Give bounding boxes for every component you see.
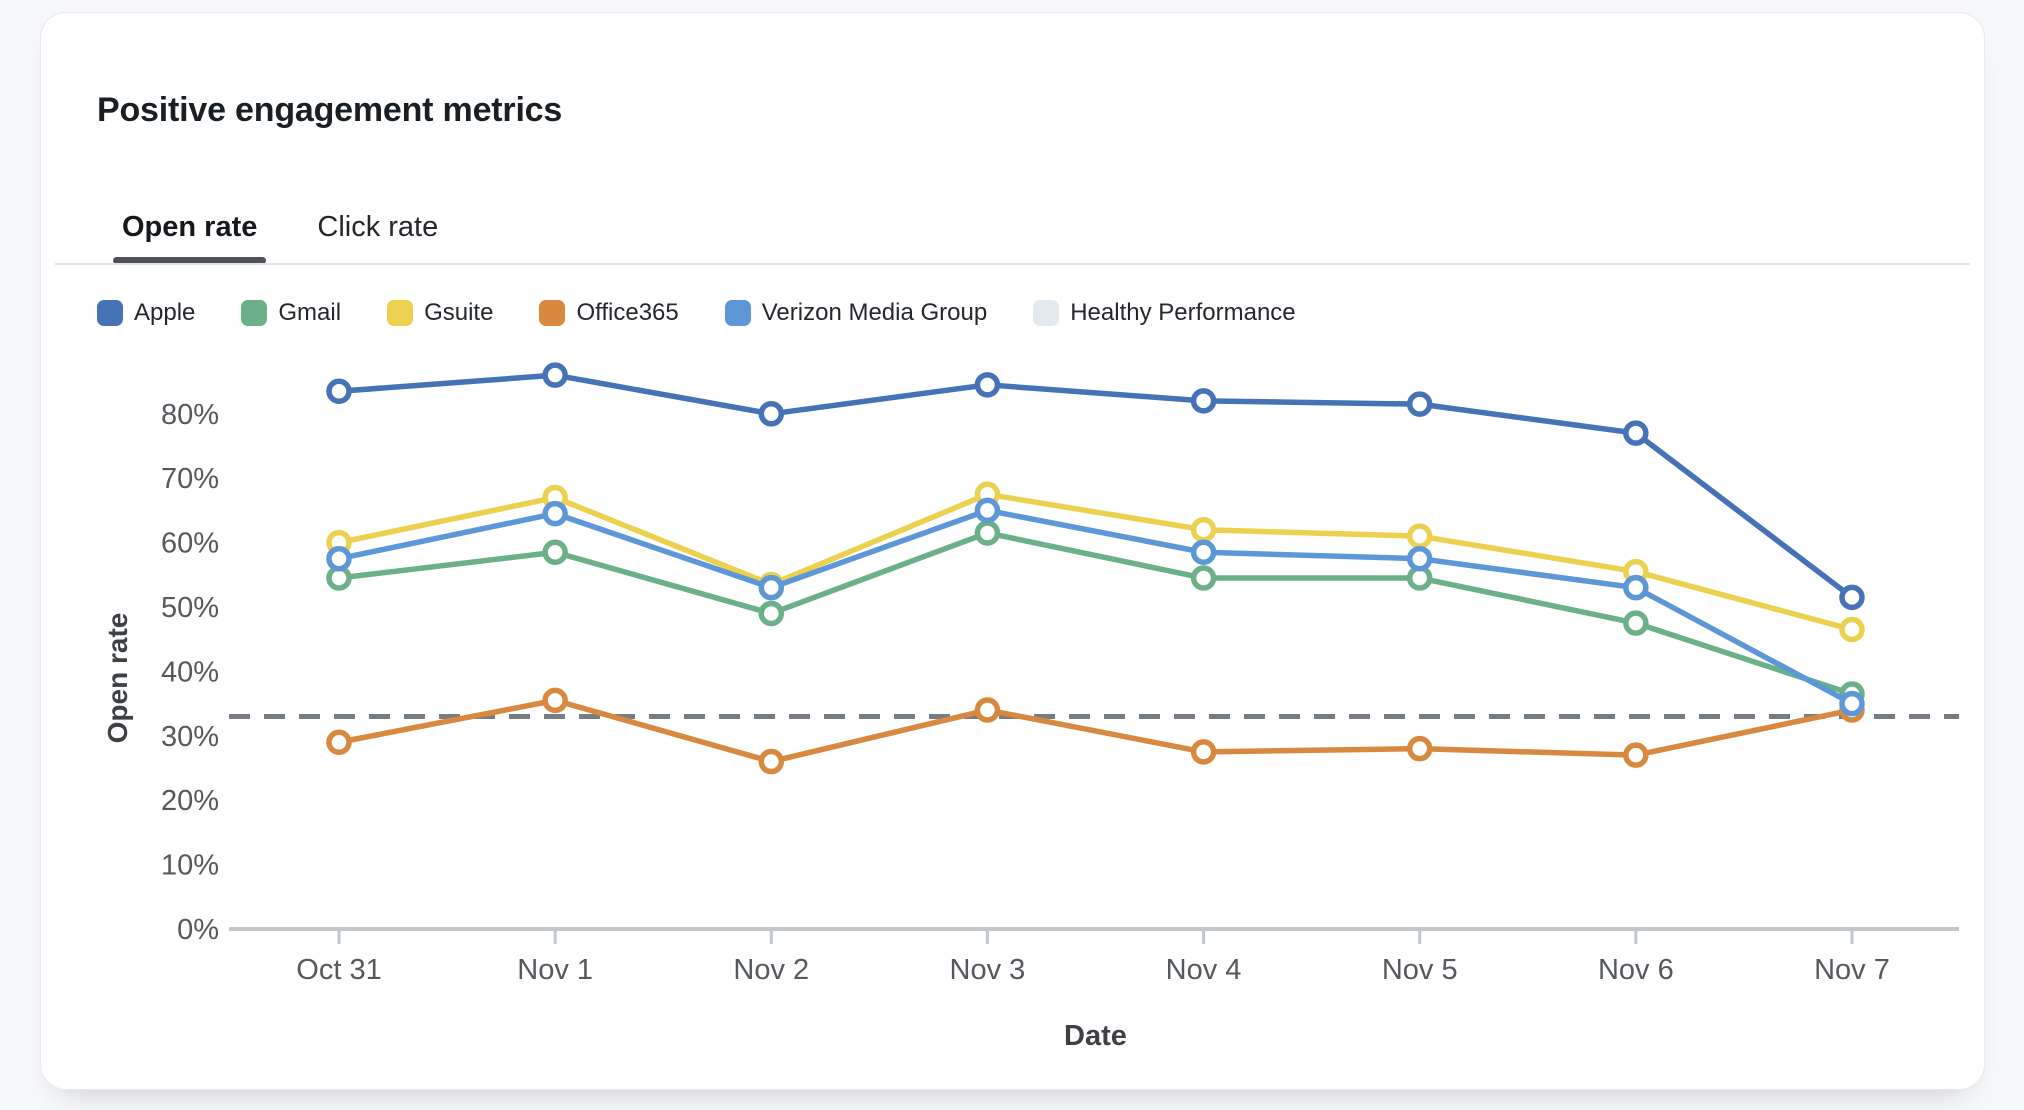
legend-swatch-icon bbox=[387, 300, 414, 326]
data-point-gmail-nov-3[interactable] bbox=[974, 520, 1001, 546]
series-line-apple bbox=[336, 372, 1855, 601]
legend-swatch-icon bbox=[1033, 300, 1060, 326]
data-point-verizon-media-group-nov-4[interactable] bbox=[1190, 539, 1217, 566]
data-point-verizon-media-group-nov-5[interactable] bbox=[1406, 545, 1433, 572]
page-title: Positive engagement metrics bbox=[97, 91, 563, 129]
legend-item-healthy-performance[interactable]: Healthy Performance bbox=[1033, 299, 1296, 327]
series-line-gmail bbox=[336, 530, 1855, 697]
data-point-office365-nov-1[interactable] bbox=[542, 687, 568, 714]
y-tick-label: 40% bbox=[161, 656, 219, 688]
y-tick-label: 10% bbox=[161, 850, 219, 882]
x-tick-label: Nov 5 bbox=[1382, 954, 1458, 986]
series-line-gsuite bbox=[336, 491, 1855, 633]
data-point-gmail-nov-1[interactable] bbox=[542, 539, 568, 566]
data-point-verizon-media-group-nov-1[interactable] bbox=[542, 500, 568, 527]
legend-label: Verizon Media Group bbox=[761, 299, 988, 326]
x-tick-label: Nov 7 bbox=[1814, 954, 1890, 986]
data-point-gmail-nov-6[interactable] bbox=[1623, 610, 1649, 636]
tab-open-rate[interactable]: Open rate bbox=[113, 211, 267, 264]
data-point-office365-nov-3[interactable] bbox=[974, 697, 1001, 723]
line-chart: 0% 10% 20% 30% 40% 50% 60% 70% 80% Oct 31 Nov 1 Nov… bbox=[61, 343, 1961, 1079]
data-point-apple-nov-4[interactable] bbox=[1190, 388, 1217, 414]
legend-swatch-icon bbox=[724, 300, 751, 326]
data-point-apple-nov-2[interactable] bbox=[758, 401, 785, 427]
data-point-verizon-media-group-oct-31[interactable] bbox=[326, 545, 352, 572]
data-point-verizon-media-group-nov-3[interactable] bbox=[974, 497, 1001, 524]
data-point-apple-nov-6[interactable] bbox=[1623, 420, 1649, 446]
tab-open-rate-label: Open rate bbox=[122, 211, 258, 243]
data-point-verizon-media-group-nov-6[interactable] bbox=[1623, 574, 1649, 601]
y-tick-label: 60% bbox=[161, 528, 219, 560]
chart-legend: Apple Gmail Gsuite Office365 Verizon Media G… bbox=[97, 299, 1296, 327]
legend-label: Gsuite bbox=[424, 299, 494, 326]
data-point-apple-nov-5[interactable] bbox=[1406, 391, 1433, 417]
y-tick-label: 20% bbox=[161, 785, 219, 817]
data-point-verizon-media-group-nov-7[interactable] bbox=[1839, 690, 1865, 717]
data-point-apple-nov-1[interactable] bbox=[542, 362, 568, 388]
series-line-office365 bbox=[336, 697, 1855, 765]
x-tick-label: Nov 2 bbox=[733, 954, 809, 986]
data-point-verizon-media-group-nov-2[interactable] bbox=[758, 574, 785, 601]
tab-click-rate-label: Click rate bbox=[317, 211, 439, 243]
data-point-apple-nov-3[interactable] bbox=[974, 372, 1001, 398]
data-point-office365-oct-31[interactable] bbox=[326, 729, 352, 755]
legend-label: Apple bbox=[134, 299, 196, 326]
x-tick-label: Nov 3 bbox=[950, 954, 1026, 986]
data-point-office365-nov-5[interactable] bbox=[1406, 735, 1433, 762]
x-tick-label: Oct 31 bbox=[296, 954, 381, 986]
legend-label: Gmail bbox=[278, 299, 342, 326]
data-point-apple-nov-7[interactable] bbox=[1839, 584, 1865, 611]
data-point-gmail-nov-2[interactable] bbox=[758, 600, 785, 627]
y-tick-label: 70% bbox=[161, 463, 219, 495]
data-point-apple-oct-31[interactable] bbox=[326, 378, 352, 405]
x-axis-title: Date bbox=[1064, 1020, 1127, 1052]
y-tick-label: 80% bbox=[161, 399, 219, 431]
legend-swatch-icon bbox=[539, 300, 566, 326]
tab-divider bbox=[55, 263, 1970, 265]
y-axis-title: Open rate bbox=[102, 613, 133, 744]
data-point-gsuite-nov-4[interactable] bbox=[1190, 516, 1217, 543]
y-tick-label: 0% bbox=[177, 914, 219, 946]
tab-click-rate[interactable]: Click rate bbox=[308, 211, 447, 264]
x-tick-label: Nov 4 bbox=[1166, 954, 1242, 986]
x-tick-label: Nov 1 bbox=[517, 954, 593, 986]
legend-item-apple[interactable]: Apple bbox=[97, 299, 195, 327]
series-line-verizon-media-group bbox=[336, 507, 1855, 707]
legend-item-verizon-media-group[interactable]: Verizon Media Group bbox=[724, 299, 988, 327]
legend-item-gsuite[interactable]: Gsuite bbox=[387, 299, 493, 327]
legend-item-gmail[interactable]: Gmail bbox=[241, 299, 341, 327]
data-point-gsuite-nov-7[interactable] bbox=[1839, 616, 1865, 643]
data-point-office365-nov-6[interactable] bbox=[1623, 742, 1649, 768]
data-point-office365-nov-2[interactable] bbox=[758, 748, 785, 775]
engagement-metrics-card: Positive engagement metrics Open rate Cl… bbox=[40, 12, 1985, 1090]
data-point-gmail-nov-4[interactable] bbox=[1190, 565, 1217, 591]
data-point-gsuite-nov-5[interactable] bbox=[1406, 523, 1433, 549]
y-tick-label: 50% bbox=[161, 592, 219, 624]
legend-label: Healthy Performance bbox=[1070, 299, 1296, 326]
tab-bar: Open rate Click rate bbox=[113, 211, 447, 264]
data-point-office365-nov-4[interactable] bbox=[1190, 739, 1217, 765]
legend-item-office365[interactable]: Office365 bbox=[539, 299, 679, 327]
open-rate-line-chart-svg: 0% 10% 20% 30% 40% 50% 60% 70% 80% Oct 31 Nov 1 Nov… bbox=[102, 362, 1959, 1052]
x-tick-label: Nov 6 bbox=[1598, 954, 1674, 986]
legend-swatch-icon bbox=[97, 300, 123, 326]
legend-swatch-icon bbox=[241, 300, 268, 326]
legend-label: Office365 bbox=[576, 299, 679, 326]
y-tick-label: 30% bbox=[161, 721, 219, 753]
